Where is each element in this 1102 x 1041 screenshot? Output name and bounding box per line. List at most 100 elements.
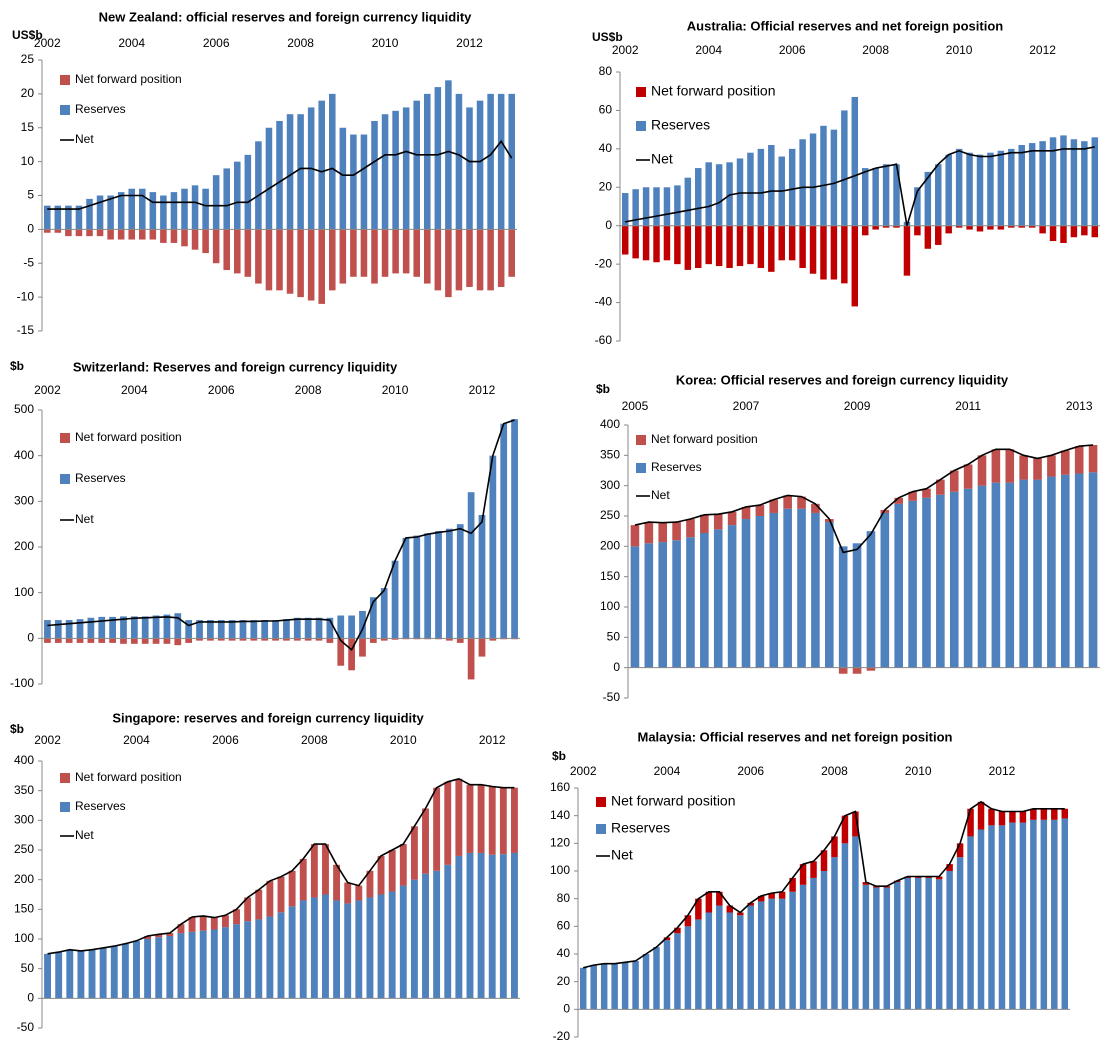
bar — [326, 617, 334, 639]
bar — [1033, 479, 1042, 668]
x-tick-label: 2012 — [469, 383, 496, 397]
bar — [894, 497, 904, 504]
bar — [144, 939, 152, 999]
bar — [318, 100, 325, 230]
bar — [830, 129, 838, 226]
bar — [234, 229, 241, 274]
x-tick-label: 2004 — [654, 764, 681, 778]
bar — [44, 620, 51, 639]
bar — [244, 921, 252, 999]
bar — [935, 225, 942, 245]
bar — [88, 949, 96, 999]
bar — [987, 225, 994, 230]
bar — [838, 667, 848, 674]
legend-swatch — [60, 802, 70, 812]
legend-swatch — [636, 435, 646, 445]
bar — [1047, 455, 1056, 477]
y-tick-label: 50 — [607, 630, 621, 644]
bar — [663, 940, 671, 1010]
x-tick-label: 2004 — [695, 43, 722, 57]
x-tick-label: 2008 — [862, 43, 889, 57]
y-tick-label: 5 — [27, 188, 34, 202]
bar — [674, 933, 681, 1010]
bar — [621, 193, 629, 226]
bar — [478, 638, 486, 657]
bar — [255, 141, 262, 230]
bar — [476, 100, 484, 230]
x-tick-label: 2012 — [989, 764, 1016, 778]
bar — [741, 519, 751, 668]
bar — [433, 870, 441, 999]
bar — [65, 229, 72, 237]
bar — [188, 931, 196, 999]
bar — [579, 967, 587, 1010]
bar — [672, 540, 681, 668]
bar — [1030, 808, 1037, 820]
bar — [333, 864, 341, 901]
bar — [726, 225, 733, 268]
bar — [221, 927, 229, 999]
y-tick-label: -50 — [17, 1020, 35, 1034]
bar — [392, 229, 399, 274]
bar — [329, 229, 336, 291]
bar — [831, 836, 838, 858]
bar — [466, 229, 473, 287]
bar — [487, 93, 494, 230]
bar — [883, 887, 891, 1010]
bar — [642, 187, 650, 226]
bar — [477, 852, 485, 999]
y-tick-label: 0 — [27, 991, 34, 1005]
bar — [663, 225, 671, 261]
bar — [293, 638, 301, 641]
bar — [399, 844, 407, 886]
bar — [141, 616, 149, 639]
bar — [360, 229, 368, 277]
bar — [747, 902, 754, 906]
legend-label: Reserves — [75, 471, 126, 485]
bar — [221, 915, 229, 928]
bar — [371, 229, 378, 284]
bar — [658, 542, 668, 668]
bar — [371, 120, 378, 230]
bar — [322, 844, 329, 895]
bar — [217, 620, 225, 639]
bar — [956, 857, 964, 1010]
bar — [326, 638, 334, 643]
bar — [925, 877, 932, 1010]
bar — [185, 638, 193, 643]
bar — [1019, 822, 1027, 1010]
bar — [185, 620, 193, 639]
x-tick-label: 2010 — [905, 764, 932, 778]
bar — [337, 638, 345, 666]
bar — [810, 877, 817, 1010]
y-tick-label: 100 — [14, 931, 34, 945]
y-tick-label: 200 — [14, 539, 34, 553]
x-tick-label: 2007 — [733, 399, 760, 413]
y-tick-label: 20 — [599, 179, 613, 193]
bar — [1081, 141, 1088, 226]
x-tick-label: 2006 — [212, 733, 239, 747]
bar — [945, 225, 952, 234]
bar — [674, 927, 681, 934]
bar — [55, 952, 63, 999]
bar — [261, 638, 269, 641]
x-tick-label: 2011 — [955, 399, 981, 413]
bar — [424, 93, 431, 230]
bar — [44, 953, 52, 999]
bar — [388, 850, 396, 892]
bar — [170, 229, 178, 243]
line — [634, 444, 1094, 554]
bar — [266, 916, 274, 999]
bar — [508, 93, 515, 230]
bar — [862, 882, 870, 885]
bar — [86, 198, 93, 230]
unit-label: US$b — [12, 28, 43, 42]
bar — [799, 139, 806, 226]
bar — [789, 891, 796, 1010]
bar — [811, 512, 820, 668]
bar — [299, 900, 307, 999]
bar — [695, 898, 702, 920]
bar — [788, 148, 796, 226]
bar — [935, 879, 943, 1010]
